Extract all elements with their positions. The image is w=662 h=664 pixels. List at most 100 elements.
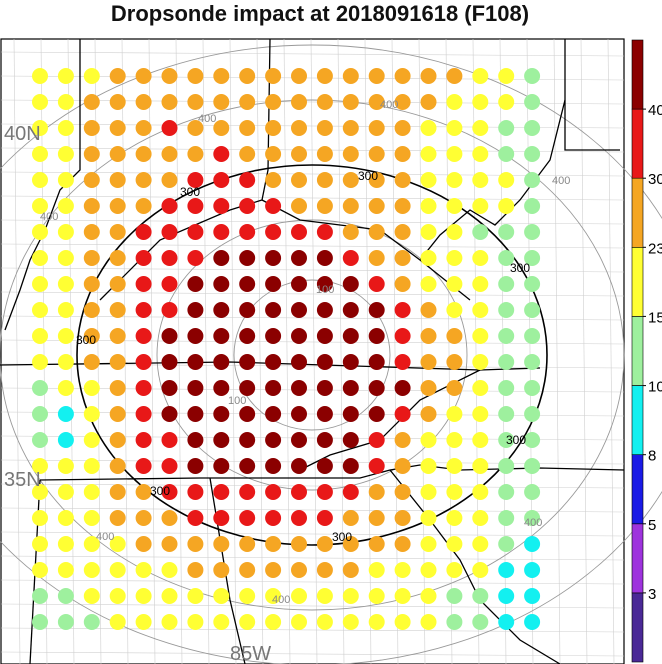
impact-dot	[213, 328, 230, 344]
impact-dot	[524, 224, 541, 240]
impact-dot	[498, 614, 515, 630]
impact-dot	[109, 510, 126, 526]
impact-dot	[187, 198, 204, 214]
impact-dot	[109, 588, 126, 604]
impact-dot	[109, 406, 126, 422]
impact-dot	[213, 276, 230, 292]
impact-dot	[57, 588, 74, 604]
impact-dot	[368, 120, 385, 136]
impact-dot	[446, 224, 463, 240]
impact-dot	[213, 536, 230, 552]
impact-dot	[83, 562, 100, 578]
impact-dot	[265, 250, 282, 266]
ring-label-400-e: 400	[552, 175, 570, 187]
impact-dot	[316, 614, 333, 630]
impact-dot	[32, 588, 48, 604]
impact-dot	[32, 484, 48, 500]
county-grid	[0, 38, 625, 664]
impact-dot	[446, 588, 463, 604]
impact-dot	[498, 406, 515, 422]
impact-dot	[472, 380, 489, 396]
impact-dot	[394, 510, 411, 526]
impact-dot	[472, 536, 489, 552]
impact-dot	[83, 380, 100, 396]
impact-dot	[446, 276, 463, 292]
impact-dot	[291, 250, 307, 266]
impact-dot	[420, 510, 437, 526]
impact-dot	[135, 94, 152, 110]
impact-dot	[265, 94, 282, 110]
impact-dot	[239, 458, 256, 474]
impact-dot	[239, 172, 256, 188]
impact-dot	[498, 276, 515, 292]
ring-label-400-ne: 400	[380, 99, 398, 111]
impact-dot	[213, 432, 230, 448]
colorbar-segment	[631, 177, 644, 248]
impact-dot	[446, 406, 463, 422]
impact-dot	[187, 146, 204, 162]
ring-label-300-bottom: 300	[332, 530, 352, 544]
impact-dot	[57, 432, 74, 448]
impact-dot	[213, 380, 230, 396]
lat-label-40n: 40N	[4, 123, 41, 145]
impact-dot	[161, 562, 178, 578]
impact-dot	[187, 250, 204, 266]
impact-dot	[239, 276, 256, 292]
impact-dot	[316, 302, 333, 318]
impact-dot	[135, 510, 152, 526]
impact-dot	[187, 94, 204, 110]
impact-dot	[291, 432, 307, 448]
impact-dot	[83, 536, 100, 552]
impact-dot	[446, 250, 463, 266]
impact-dot	[524, 120, 541, 136]
impact-dot	[57, 536, 74, 552]
impact-dot	[316, 146, 333, 162]
impact-dot	[291, 172, 307, 188]
ring-label-300-top: 300	[358, 169, 378, 183]
impact-dot	[239, 68, 256, 84]
impact-dot	[265, 68, 282, 84]
impact-dot	[368, 380, 385, 396]
impact-dot	[342, 380, 359, 396]
range-ring-400	[0, 99, 625, 611]
impact-dot	[109, 198, 126, 214]
colorbar-tick-label: 5	[648, 517, 656, 534]
impact-dot	[83, 614, 100, 630]
impact-dot	[57, 198, 74, 214]
impact-dot	[498, 354, 515, 370]
ring-label-400-s: 400	[272, 594, 290, 606]
impact-dot	[420, 198, 437, 214]
impact-dot	[32, 562, 48, 578]
impact-dot	[265, 328, 282, 344]
impact-dot	[394, 614, 411, 630]
impact-dot	[161, 458, 178, 474]
impact-dot	[342, 510, 359, 526]
impact-dot	[498, 484, 515, 500]
impact-dot	[446, 68, 463, 84]
impact-dot	[135, 406, 152, 422]
colorbar-tick-label: 30	[648, 171, 662, 188]
impact-dot	[498, 224, 515, 240]
impact-dot	[239, 380, 256, 396]
impact-dot	[524, 536, 541, 552]
impact-dot	[420, 68, 437, 84]
impact-dot	[265, 562, 282, 578]
impact-dot	[161, 354, 178, 370]
range-rings	[0, 44, 662, 664]
colorbar-segment	[631, 39, 644, 110]
impact-dot	[524, 276, 541, 292]
impact-dot	[57, 250, 74, 266]
impact-dot	[291, 94, 307, 110]
impact-dot	[161, 146, 178, 162]
impact-dot	[109, 458, 126, 474]
impact-dot	[394, 562, 411, 578]
impact-dot	[368, 458, 385, 474]
impact-dot	[135, 484, 152, 500]
impact-dot	[265, 536, 282, 552]
impact-dot	[316, 120, 333, 136]
impact-dot	[316, 224, 333, 240]
impact-dot	[161, 484, 178, 500]
impact-dot	[420, 380, 437, 396]
impact-dot	[368, 510, 385, 526]
impact-dot	[32, 198, 48, 214]
